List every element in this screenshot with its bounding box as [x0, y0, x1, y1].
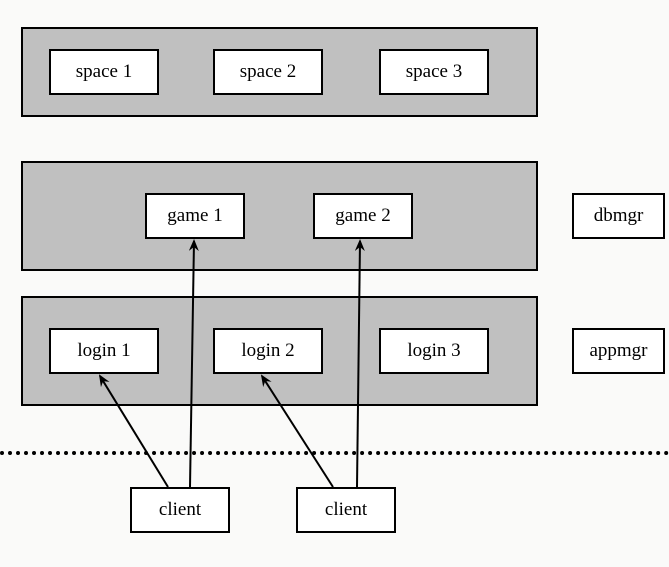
label-login1: login 1 [77, 340, 130, 362]
label-client1: client [159, 499, 201, 521]
node-dbmgr: dbmgr [572, 193, 665, 239]
label-appmgr: appmgr [589, 340, 647, 362]
node-login3: login 3 [379, 328, 489, 374]
node-space3: space 3 [379, 49, 489, 95]
label-space3: space 3 [406, 61, 462, 83]
label-game2: game 2 [335, 205, 390, 227]
node-appmgr: appmgr [572, 328, 665, 374]
node-space1: space 1 [49, 49, 159, 95]
node-space2: space 2 [213, 49, 323, 95]
label-dbmgr: dbmgr [594, 205, 644, 227]
node-client2: client [296, 487, 396, 533]
label-space2: space 2 [240, 61, 296, 83]
label-client2: client [325, 499, 367, 521]
node-game1: game 1 [145, 193, 245, 239]
dotted-separator [0, 451, 669, 455]
node-login1: login 1 [49, 328, 159, 374]
node-game2: game 2 [313, 193, 413, 239]
node-login2: login 2 [213, 328, 323, 374]
panel-game [21, 161, 538, 271]
node-client1: client [130, 487, 230, 533]
label-login3: login 3 [407, 340, 460, 362]
label-login2: login 2 [241, 340, 294, 362]
label-space1: space 1 [76, 61, 132, 83]
label-game1: game 1 [167, 205, 222, 227]
